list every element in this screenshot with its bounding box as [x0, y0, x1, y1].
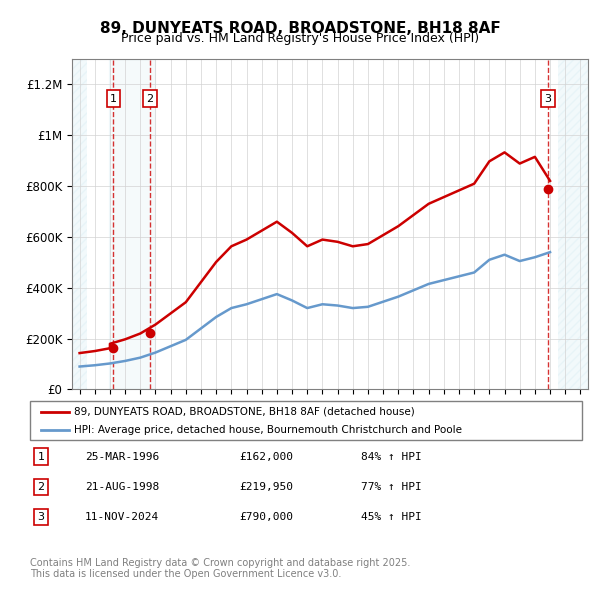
Text: 25-MAR-1996: 25-MAR-1996 — [85, 452, 160, 461]
Text: £162,000: £162,000 — [240, 452, 294, 461]
Text: Contains HM Land Registry data © Crown copyright and database right 2025.: Contains HM Land Registry data © Crown c… — [30, 558, 410, 568]
Text: 2: 2 — [37, 482, 44, 492]
Text: £790,000: £790,000 — [240, 512, 294, 522]
Text: 2: 2 — [146, 94, 154, 104]
Text: 89, DUNYEATS ROAD, BROADSTONE, BH18 8AF (detached house): 89, DUNYEATS ROAD, BROADSTONE, BH18 8AF … — [74, 407, 415, 417]
Text: 11-NOV-2024: 11-NOV-2024 — [85, 512, 160, 522]
Text: 45% ↑ HPI: 45% ↑ HPI — [361, 512, 422, 522]
Bar — [72, 59, 87, 389]
Text: 84% ↑ HPI: 84% ↑ HPI — [361, 452, 422, 461]
Text: 1: 1 — [110, 94, 117, 104]
Text: 3: 3 — [38, 512, 44, 522]
Text: 77% ↑ HPI: 77% ↑ HPI — [361, 482, 422, 492]
Text: 89, DUNYEATS ROAD, BROADSTONE, BH18 8AF: 89, DUNYEATS ROAD, BROADSTONE, BH18 8AF — [100, 21, 500, 35]
Text: HPI: Average price, detached house, Bournemouth Christchurch and Poole: HPI: Average price, detached house, Bour… — [74, 425, 462, 435]
Text: 21-AUG-1998: 21-AUG-1998 — [85, 482, 160, 492]
Bar — [109, 59, 155, 389]
FancyBboxPatch shape — [30, 401, 582, 440]
Bar — [557, 59, 588, 389]
Text: Price paid vs. HM Land Registry's House Price Index (HPI): Price paid vs. HM Land Registry's House … — [121, 32, 479, 45]
Text: £219,950: £219,950 — [240, 482, 294, 492]
Text: This data is licensed under the Open Government Licence v3.0.: This data is licensed under the Open Gov… — [30, 569, 341, 579]
Text: 3: 3 — [544, 94, 551, 104]
Text: 1: 1 — [38, 452, 44, 461]
